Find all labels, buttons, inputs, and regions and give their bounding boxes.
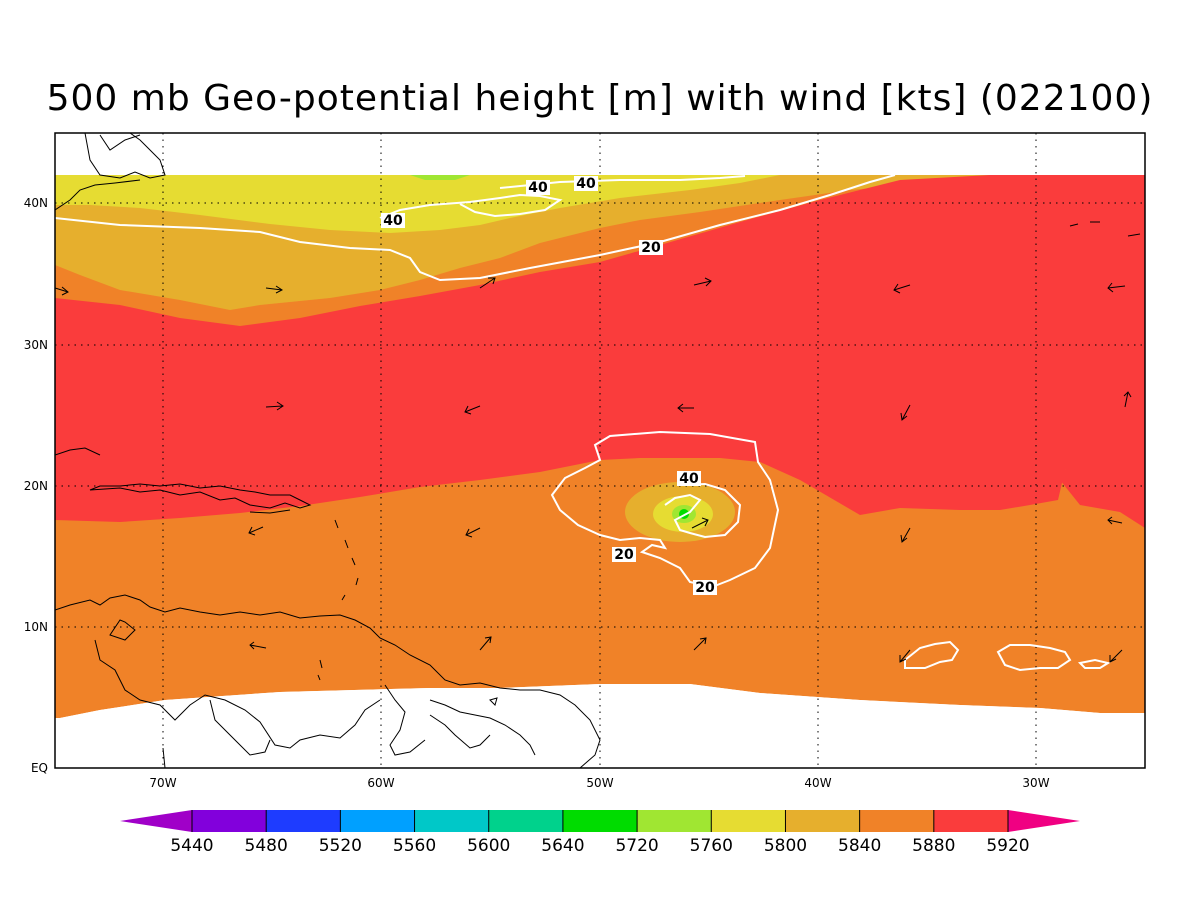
colorbar-swatch xyxy=(266,810,341,832)
wind-contour-40-storm xyxy=(664,482,742,539)
coastlines xyxy=(55,133,1141,768)
wind-arrow xyxy=(1109,649,1123,663)
lon-label: 30W xyxy=(1022,776,1049,790)
wind-contour-island-b xyxy=(996,644,1072,672)
colorbar-swatch xyxy=(859,810,935,832)
wind-contour-20 xyxy=(55,174,896,282)
colorbar-swatch xyxy=(562,810,638,832)
lat-label: 30N xyxy=(24,338,48,352)
wind-arrow xyxy=(677,403,694,413)
colorbar-swatch xyxy=(414,810,490,832)
wind-arrow xyxy=(265,401,284,411)
lon-label: 60W xyxy=(367,776,394,790)
colorbar-swatch xyxy=(711,810,786,832)
colorbar-label: 5800 xyxy=(764,836,807,856)
plot-area: 40 40 40 20 40 20 20 xyxy=(55,133,1145,768)
colorbar: 5440 5480 5520 5560 5600 5640 5720 5760 5800 5840… xyxy=(120,810,1080,856)
contour-label: 40 xyxy=(576,176,596,192)
wind-arrow xyxy=(693,637,707,651)
lat-label: 20N xyxy=(24,479,48,493)
wind-arrow xyxy=(899,649,911,663)
colorbar-swatch xyxy=(340,810,416,832)
contour-label: 20 xyxy=(641,240,661,256)
wind-arrow xyxy=(248,526,264,536)
lon-label: 40W xyxy=(804,776,831,790)
lat-label: EQ xyxy=(31,761,48,775)
wind-arrow xyxy=(465,527,481,538)
wind-arrow xyxy=(893,283,911,294)
wind-arrow xyxy=(464,405,481,415)
colorbar-label: 5720 xyxy=(615,836,658,856)
height-band-5920 xyxy=(55,175,1145,528)
colorbar-label: 5840 xyxy=(838,836,881,856)
colorbar-swatch xyxy=(488,810,564,832)
height-band-5800 xyxy=(55,175,780,233)
wind-arrow xyxy=(265,285,283,294)
latitude-labels: 40N 30N 20N 10N EQ xyxy=(24,196,48,775)
lat-label: 10N xyxy=(24,620,48,634)
colorbar-swatch xyxy=(637,810,712,832)
wind-vectors xyxy=(55,277,1132,663)
colorbar-label: 5880 xyxy=(912,836,955,856)
height-band-5760 xyxy=(410,175,470,180)
colorbar-swatch xyxy=(192,810,267,832)
plot-frame xyxy=(54,132,1146,769)
wind-arrow xyxy=(1107,516,1123,525)
colorbar-label: 5760 xyxy=(690,836,733,856)
wind-arrow xyxy=(900,527,911,543)
wind-arrow xyxy=(693,277,712,287)
colorbar-label: 5920 xyxy=(986,836,1029,856)
contour-label: 40 xyxy=(528,180,548,196)
colorbar-end-high xyxy=(1008,810,1080,832)
colorbar-swatch xyxy=(933,810,1009,832)
wind-contour-20-storm xyxy=(550,430,780,589)
colorbar-swatch xyxy=(785,810,861,832)
lon-label: 50W xyxy=(586,776,613,790)
contour-label: 40 xyxy=(383,213,403,229)
wind-arrow xyxy=(691,517,709,529)
colorbar-label: 5520 xyxy=(319,836,362,856)
contour-label: 20 xyxy=(614,547,634,563)
colorbar-label: 5440 xyxy=(170,836,213,856)
wind-contour-40-a xyxy=(379,193,563,219)
wind-arrow xyxy=(479,636,492,651)
colorbar-label: 5560 xyxy=(393,836,436,856)
contour-label: 20 xyxy=(695,580,715,596)
wind-arrow xyxy=(479,277,496,289)
lat-label: 40N xyxy=(24,196,48,210)
map-title: 500 mb Geo-potential height [m] with win… xyxy=(46,78,1154,119)
wind-contour-island-a xyxy=(904,640,960,669)
colorbar-label: 5480 xyxy=(245,836,288,856)
wind-arrow xyxy=(1123,391,1132,408)
lon-label: 70W xyxy=(149,776,176,790)
colorbar-end-low xyxy=(120,810,192,832)
wind-arrow xyxy=(900,404,911,421)
contour-labels: 40 40 40 20 40 20 20 xyxy=(381,176,717,596)
colorbar-label: 5600 xyxy=(467,836,510,856)
wind-contour-island-c xyxy=(1077,658,1111,669)
wind-arrow xyxy=(55,286,69,296)
contour-label: 40 xyxy=(679,471,699,487)
wind-arrow xyxy=(249,641,267,650)
colorbar-label: 5640 xyxy=(541,836,584,856)
longitude-labels: 70W 60W 50W 40W 30W xyxy=(149,776,1049,790)
wind-arrow xyxy=(1107,282,1126,293)
